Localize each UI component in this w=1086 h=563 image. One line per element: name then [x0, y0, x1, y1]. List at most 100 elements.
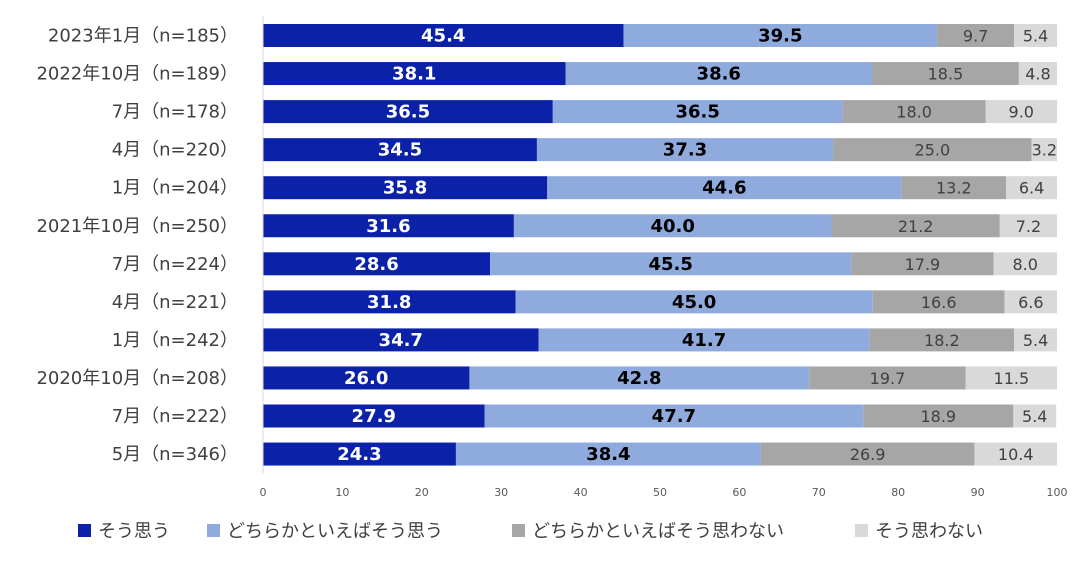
data-label: 36.5 — [675, 102, 719, 123]
category-labels: 2023年1月（n=185） 2022年10月（n=189） 7月（n=178） 4月… — [36, 26, 238, 466]
bar-segment — [263, 62, 566, 86]
bar-segment — [538, 328, 870, 352]
data-label: 25.0 — [915, 141, 951, 160]
bar-segment — [263, 404, 485, 428]
bar-segment — [484, 404, 864, 428]
data-label: 10.4 — [998, 445, 1034, 464]
data-label: 26.0 — [344, 368, 388, 389]
data-label: 5.4 — [1023, 27, 1048, 46]
legend-label: そう思う — [98, 521, 170, 542]
bar-segment — [513, 214, 832, 238]
bar-segment — [263, 100, 553, 124]
data-label: 34.7 — [379, 330, 423, 351]
category-label: 1月（n=204） — [112, 178, 238, 199]
x-tick-label: 100 — [1047, 486, 1068, 499]
bar-segment — [809, 366, 966, 390]
data-label: 13.2 — [936, 179, 972, 198]
data-label: 18.5 — [928, 65, 964, 84]
bar-segment — [1014, 24, 1057, 47]
bar-segment — [263, 442, 456, 466]
legend-swatch — [855, 524, 868, 537]
bar-segment — [993, 252, 1057, 276]
data-label: 17.9 — [905, 255, 941, 274]
data-label: 6.4 — [1019, 179, 1044, 198]
data-label: 5.4 — [1022, 407, 1047, 426]
bar-segment — [469, 366, 810, 390]
data-label: 21.2 — [898, 217, 934, 236]
x-tick-label: 80 — [891, 486, 905, 499]
bar-segment — [455, 442, 761, 466]
category-label: 2022年10月（n=189） — [36, 64, 238, 85]
bar-segment — [515, 290, 873, 314]
bars: 45.4 39.5 9.7 5.4 38.1 38.6 18.5 4.8 36.5 36.5 18.… — [263, 24, 1057, 466]
bar-segment — [901, 176, 1007, 200]
category-label: 5月（n=346） — [112, 444, 238, 465]
bar-segment — [1031, 138, 1057, 162]
bar-segment — [760, 442, 975, 466]
bar-segment — [263, 252, 491, 276]
data-label: 31.8 — [367, 292, 411, 313]
category-label: 2020年10月（n=208） — [36, 368, 238, 389]
data-label: 28.6 — [354, 254, 398, 275]
legend: そう思う どちらかといえばそう思う どちらかといえばそう思わない そう思わない — [78, 521, 983, 542]
category-label: 7月（n=224） — [112, 254, 238, 275]
legend-swatch — [512, 524, 525, 537]
bar-segment — [1014, 328, 1057, 352]
data-label: 8.0 — [1013, 255, 1038, 274]
bar-segment — [263, 138, 537, 162]
bar-segment — [985, 100, 1057, 124]
data-label: 31.6 — [366, 216, 410, 237]
data-label: 6.6 — [1018, 293, 1043, 312]
data-label: 11.5 — [994, 369, 1030, 388]
data-label: 26.9 — [850, 445, 886, 464]
data-label: 45.4 — [421, 26, 465, 47]
data-label: 38.4 — [586, 444, 630, 465]
x-tick-label: 40 — [574, 486, 588, 499]
data-label: 18.9 — [920, 407, 956, 426]
bar-segment — [623, 24, 938, 47]
x-tick-label: 60 — [732, 486, 746, 499]
category-label: 4月（n=221） — [112, 292, 238, 313]
data-label: 18.2 — [924, 331, 960, 350]
data-label: 5.4 — [1023, 331, 1048, 350]
data-label: 39.5 — [758, 26, 802, 47]
bar-segment — [851, 252, 994, 276]
data-label: 41.7 — [682, 330, 726, 351]
bar-segment — [263, 366, 470, 390]
data-label: 40.0 — [650, 216, 694, 237]
x-tick-label: 30 — [494, 486, 508, 499]
data-label: 19.7 — [870, 369, 906, 388]
bar-segment — [1018, 62, 1057, 86]
bar-segment — [263, 214, 514, 238]
data-label: 24.3 — [337, 444, 381, 465]
legend-swatch — [207, 524, 220, 537]
data-label: 9.7 — [963, 27, 988, 46]
data-label: 38.6 — [697, 64, 741, 85]
data-label: 45.5 — [649, 254, 693, 275]
bar-segment — [842, 100, 986, 124]
data-label: 38.1 — [392, 64, 436, 85]
data-label: 44.6 — [702, 178, 746, 199]
bar-segment — [1006, 176, 1057, 200]
category-label: 1月（n=242） — [112, 330, 238, 351]
category-label: 7月（n=222） — [112, 406, 238, 427]
data-label: 7.2 — [1016, 217, 1041, 236]
x-tick-label: 50 — [653, 486, 667, 499]
bar-segment — [536, 138, 834, 162]
data-label: 36.5 — [386, 102, 430, 123]
x-tick-label: 10 — [335, 486, 349, 499]
bar-segment — [547, 176, 902, 200]
bar-segment — [831, 214, 1000, 238]
legend-label: そう思わない — [875, 521, 983, 542]
x-tick-label: 90 — [971, 486, 985, 499]
data-label: 16.6 — [921, 293, 957, 312]
legend-swatch — [78, 524, 91, 537]
bar-segment — [263, 290, 516, 314]
bar-segment — [937, 24, 1015, 47]
category-label: 7月（n=178） — [112, 102, 238, 123]
x-axis-ticks: 0 10 20 30 40 50 60 70 80 90 100 — [260, 486, 1068, 499]
bar-segment — [965, 366, 1057, 390]
category-label: 2023年1月（n=185） — [48, 26, 238, 47]
bar-segment — [263, 176, 548, 200]
legend-label: どちらかといえばそう思う — [227, 521, 443, 542]
